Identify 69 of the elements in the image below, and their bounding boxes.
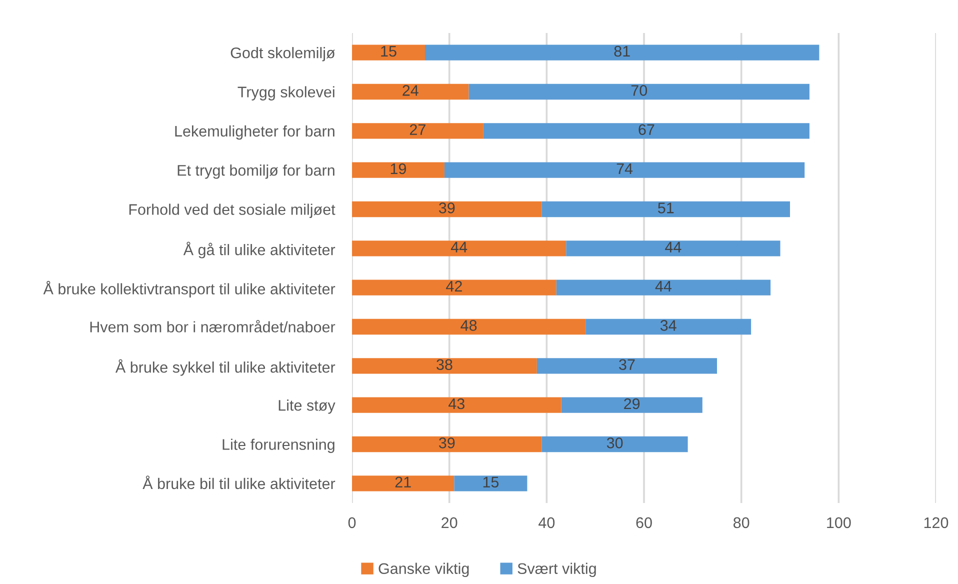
bar [352,318,586,335]
bar [352,280,556,296]
data-label: 39 [438,438,455,448]
bar [561,397,702,413]
x-tick-label: 120 [924,517,948,528]
bar [352,358,537,374]
bar [483,123,810,139]
data-label: 48 [460,320,477,331]
y-tick-label: Å gå til ulike aktiviteter [183,242,336,258]
data-label: 42 [446,280,462,292]
data-label: 19 [390,163,406,174]
bar [352,476,454,492]
data-label: 44 [665,242,682,252]
y-tick-label: Å bruke sykkel til ulike aktiviteter [115,359,336,376]
y-tick-label: Trygg skolevei [238,86,334,100]
bar [542,436,688,452]
data-label: 44 [450,242,468,252]
y-tick-label: Forhold ved det sosiale miljøet [129,204,336,218]
data-label: 24 [402,85,418,96]
data-label: 67 [638,124,654,136]
x-tick-label: 40 [538,517,555,528]
bar [468,84,810,100]
bar [352,201,542,218]
y-tick-label: Hvem som bor i nærområdet/naboer [90,320,336,332]
bar [352,84,469,100]
y-tick-label: Lekemuligheter for barn [175,125,334,140]
data-label: 81 [614,46,630,57]
data-label: 21 [395,476,411,488]
data-label: 51 [658,202,674,214]
bar [444,162,805,178]
data-label: 30 [606,438,623,448]
y-tick-label: Godt skolemiljø [230,47,335,62]
bar [586,318,752,335]
bar [542,201,790,218]
y-tick-label: Å bruke bil til ulike aktiviteter [142,476,336,490]
data-label: 34 [660,320,676,331]
y-tick-label: Lite støy [278,400,336,414]
y-tick-label: Lite forurensning [222,438,334,453]
bar [536,358,717,374]
y-tick-label: Å bruke kollektivtransport til ulike aktiviteter [43,280,336,298]
bar [454,476,528,492]
data-label: 15 [483,476,499,488]
data-label: 15 [381,46,396,57]
data-label: 74 [616,164,633,174]
bar [352,44,425,60]
data-label: 27 [410,124,426,135]
data-label: 37 [619,359,635,370]
x-tick-label: 0 [348,517,356,528]
y-tick-label: Et trygt bomiljø for barn [178,164,334,179]
bar [352,240,566,256]
bar [352,123,484,139]
data-label: 44 [655,281,672,292]
bar [425,44,820,60]
x-tick-label: 20 [442,517,458,528]
bar [352,397,562,413]
x-tick-label: 80 [734,517,750,528]
bar [556,280,771,296]
bar [566,240,780,256]
data-label: 43 [448,398,464,410]
data-label: 70 [631,85,648,96]
data-label: 29 [624,398,640,410]
data-label: 39 [438,202,455,214]
data-label: 38 [436,359,452,370]
x-tick-label: 100 [827,517,851,528]
legend-label: Svært viktig [518,562,596,578]
bar [352,162,444,178]
x-tick-label: 60 [636,517,652,528]
legend-label: Ganske viktig [378,562,469,578]
bar [352,436,542,452]
